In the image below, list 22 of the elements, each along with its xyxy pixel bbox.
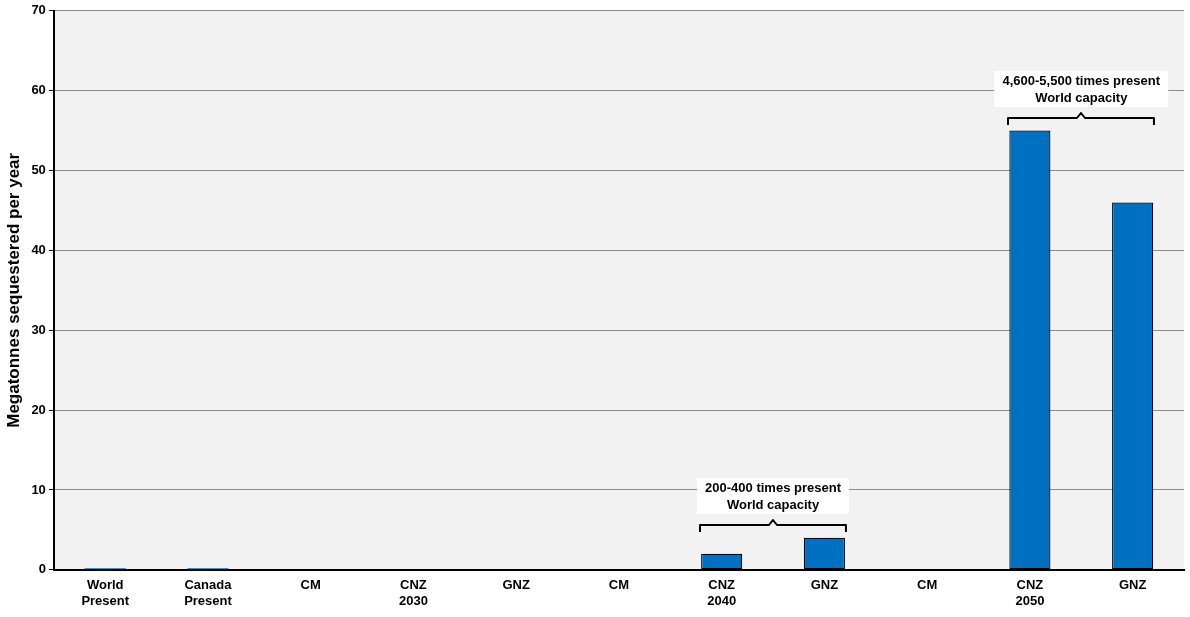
x-tick-label: CM xyxy=(917,577,938,593)
x-tick-label: CNZ 2050 xyxy=(1015,577,1045,608)
y-tick-label: 70 xyxy=(31,2,46,18)
annotation: 4,600-5,500 times present World capacity xyxy=(994,70,1169,107)
x-tick-label: GNZ xyxy=(1118,577,1147,593)
x-tick-label: CM xyxy=(608,577,630,593)
y-tick-label: 0 xyxy=(38,561,46,577)
x-tick-label: World Present xyxy=(81,577,130,608)
x-tick-label: CM xyxy=(300,577,321,593)
x-tick-label: CNZ 2040 xyxy=(707,577,737,608)
annotation: 200-400 times present World capacity xyxy=(697,477,849,514)
y-tick-label: 20 xyxy=(31,401,46,417)
y-tick-label: 10 xyxy=(31,481,46,497)
x-tick-label: CNZ 2030 xyxy=(398,577,428,608)
y-tick-label: 60 xyxy=(31,82,46,98)
y-tick-label: 50 xyxy=(31,162,46,178)
y-tick-label: 40 xyxy=(31,241,46,257)
y-axis-title: Megatonnes sequestered per year xyxy=(3,152,23,428)
x-tick-label: Canada Present xyxy=(184,577,233,608)
x-tick-label: GNZ xyxy=(810,577,839,593)
x-tick-label: GNZ xyxy=(502,577,530,593)
y-tick-label: 30 xyxy=(31,321,46,337)
